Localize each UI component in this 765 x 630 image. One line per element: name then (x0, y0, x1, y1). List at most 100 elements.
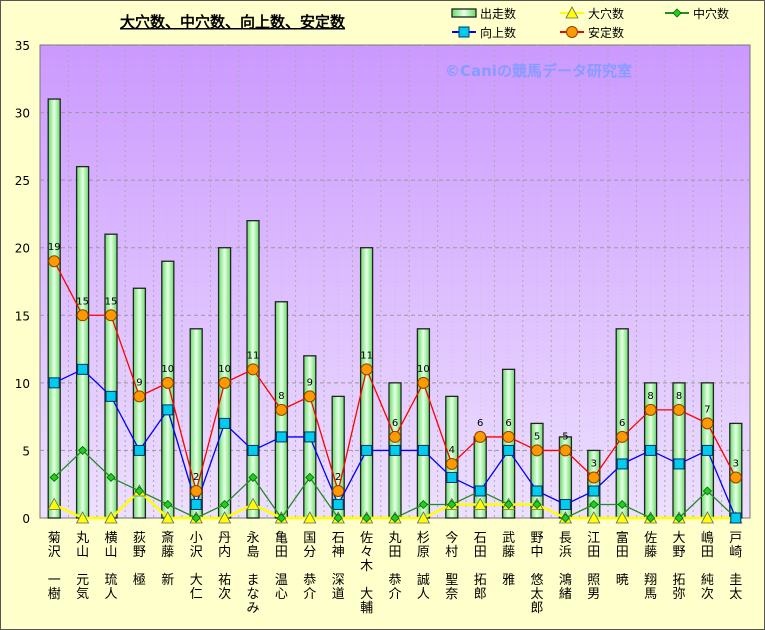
x-tick-char (161, 559, 174, 574)
x-tick-char: 悠 (530, 573, 543, 588)
point-向上数 (247, 444, 259, 456)
x-tick-char: 新 (161, 572, 174, 588)
data-label: 6 (505, 418, 511, 429)
x-tick-char: 圭 (729, 573, 742, 588)
x-tick-char: 大 (672, 531, 685, 546)
x-tick-char: 江 (587, 531, 600, 546)
x-tick-char: 丸 (388, 531, 401, 546)
point-向上数 (446, 471, 458, 483)
x-tick-char: 荻 (133, 531, 146, 546)
x-tick-char: 馬 (644, 587, 657, 602)
x-tick-char: 弥 (672, 586, 685, 602)
point-向上数 (503, 444, 515, 456)
x-tick-char: 琉 (104, 573, 117, 588)
point-向上数 (162, 404, 174, 416)
bar-出走数 (359, 247, 374, 519)
x-tick-char: 緒 (559, 587, 572, 602)
legend-marker (458, 26, 470, 38)
x-tick-char: 太 (729, 587, 742, 602)
point-向上数 (332, 498, 344, 510)
x-tick-char: 木 (360, 559, 373, 574)
x-tick-char: 拓 (672, 573, 685, 588)
x-tick-char: 杉 (417, 531, 430, 546)
x-tick-char: 村 (445, 545, 458, 560)
point-中穴数 (674, 513, 684, 523)
x-tick-label: 戸崎 圭太 (729, 531, 742, 602)
point-向上数 (673, 458, 685, 470)
x-tick-char: 郎 (474, 587, 487, 602)
x-tick-label: 佐藤 翔馬 (644, 531, 657, 602)
x-tick-char: 山 (76, 545, 89, 560)
point-安定数 (247, 363, 259, 376)
x-tick-char: 気 (76, 586, 89, 602)
point-向上数 (219, 417, 231, 429)
x-tick-label: 丸田 恭介 (388, 531, 401, 602)
x-tick-label: 小沢 大仁 (190, 531, 203, 602)
x-tick-char: 太 (530, 587, 543, 602)
point-中穴数 (191, 513, 201, 523)
data-label: 10 (218, 364, 231, 375)
x-tick-char: 祐 (218, 573, 231, 588)
data-label: 19 (48, 242, 61, 253)
x-tick-char (644, 559, 657, 574)
x-tick-label: 長浜 鴻緒 (559, 531, 572, 602)
x-tick-char: 武 (502, 531, 515, 546)
x-tick-char: 仁 (190, 587, 203, 602)
point-向上数 (730, 512, 742, 524)
point-向上数 (275, 431, 287, 443)
legend-label: 出走数 (480, 6, 516, 21)
x-tick-char (530, 559, 543, 574)
point-安定数 (531, 444, 543, 457)
point-安定数 (559, 444, 572, 457)
x-tick-char: 崎 (729, 545, 742, 560)
x-tick-char: 石 (474, 531, 487, 546)
point-安定数 (275, 403, 288, 416)
point-向上数 (559, 498, 571, 510)
x-tick-char: 男 (587, 587, 600, 602)
data-label: 5 (534, 431, 540, 442)
x-tick-char: 誠 (417, 573, 430, 588)
watermark: ©Caniの競馬データ研究室 (445, 62, 632, 80)
point-中穴数 (390, 513, 400, 523)
data-label: 6 (619, 418, 625, 429)
data-label: 9 (307, 377, 313, 388)
point-向上数 (616, 458, 628, 470)
point-大穴数 (303, 511, 317, 524)
x-tick-char: 極 (133, 572, 146, 588)
point-大穴数 (246, 497, 260, 510)
x-tick-char: 佐 (644, 531, 657, 546)
data-label: 10 (417, 364, 430, 375)
point-中穴数 (362, 513, 372, 523)
y-tick-label: 5 (22, 444, 30, 458)
point-安定数 (133, 390, 146, 403)
point-安定数 (76, 309, 89, 322)
point-大穴数 (161, 511, 175, 524)
point-中穴数 (589, 499, 599, 510)
x-tick-char: 石 (332, 531, 345, 546)
x-tick-char: 奈 (445, 587, 458, 602)
chart-title: 大穴数、中穴数、向上数、安定数 (120, 13, 346, 31)
x-tick-label: 横山 琉人 (104, 531, 117, 602)
point-向上数 (133, 444, 145, 456)
x-tick-char: 佐 (360, 531, 373, 546)
x-tick-label: 丸山 元気 (76, 531, 89, 602)
x-tick-char: 次 (218, 586, 231, 602)
x-tick-char (417, 559, 430, 574)
point-向上数 (417, 444, 429, 456)
point-向上数 (474, 485, 486, 497)
x-tick-char: 菊 (48, 531, 61, 546)
x-tick-char: 沢 (190, 545, 203, 560)
bar-出走数 (445, 395, 459, 519)
point-中穴数 (646, 513, 656, 523)
x-tick-char: 人 (104, 587, 117, 602)
x-tick-char: 介 (388, 587, 401, 602)
x-tick-label: 杉原 誠人 (417, 531, 430, 602)
point-大穴数 (615, 511, 629, 524)
point-中穴数 (560, 513, 570, 523)
point-安定数 (332, 484, 345, 497)
data-label: 5 (562, 431, 568, 442)
point-安定数 (161, 376, 174, 389)
legend-marker (565, 6, 579, 19)
x-tick-char (76, 559, 89, 574)
point-大穴数 (47, 497, 61, 510)
